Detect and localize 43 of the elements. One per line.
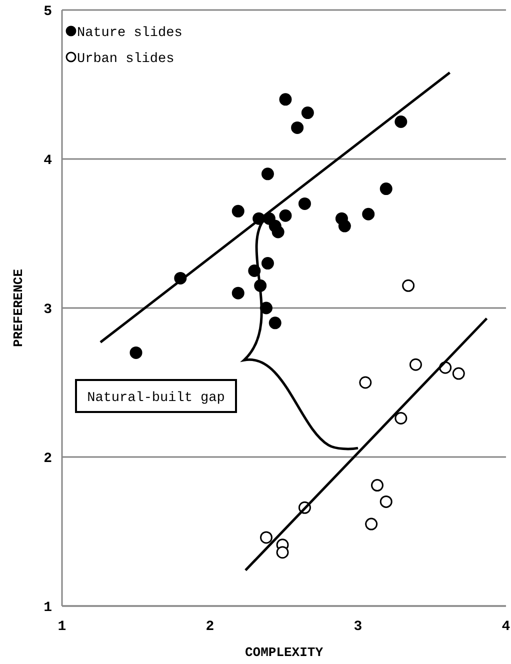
- y-tick-label: 5: [44, 4, 52, 20]
- point: [279, 209, 292, 222]
- point: [272, 226, 284, 238]
- point: [380, 495, 392, 508]
- point: [380, 182, 392, 196]
- point: [279, 93, 292, 106]
- x-tick-label: 2: [206, 619, 214, 635]
- point: [261, 257, 274, 270]
- legend-label: Urban slides: [77, 52, 174, 67]
- legend-label: Nature slides: [77, 26, 182, 41]
- point: [130, 346, 142, 359]
- y-axis-title: PREFERENCE: [11, 268, 26, 348]
- point: [365, 518, 378, 530]
- point: [291, 121, 304, 134]
- point: [268, 316, 282, 330]
- point: [232, 204, 244, 218]
- point: [394, 412, 408, 425]
- point: [260, 302, 272, 314]
- point: [232, 286, 244, 300]
- point: [248, 264, 261, 277]
- x-axis-title: COMPLEXITY: [244, 645, 324, 660]
- x-tick-label: 1: [58, 619, 66, 635]
- point: [452, 367, 465, 380]
- point: [261, 168, 274, 180]
- y-tick-label: 4: [44, 153, 52, 169]
- y-tick-label: 3: [44, 302, 52, 318]
- point: [409, 358, 422, 371]
- point: [362, 208, 375, 220]
- x-tick-label: 3: [354, 619, 362, 635]
- point: [254, 279, 267, 292]
- point: [298, 197, 311, 210]
- point: [370, 479, 384, 492]
- annotation: Natural-built gap: [87, 391, 225, 406]
- point: [301, 106, 314, 120]
- x-tick-label: 4: [502, 619, 510, 635]
- y-tick-label: 2: [44, 451, 52, 467]
- point: [338, 220, 351, 232]
- point: [260, 531, 272, 544]
- point: [359, 376, 372, 389]
- point: [394, 116, 408, 128]
- point: [276, 546, 289, 559]
- y-tick-label: 1: [44, 600, 52, 616]
- point: [402, 279, 415, 292]
